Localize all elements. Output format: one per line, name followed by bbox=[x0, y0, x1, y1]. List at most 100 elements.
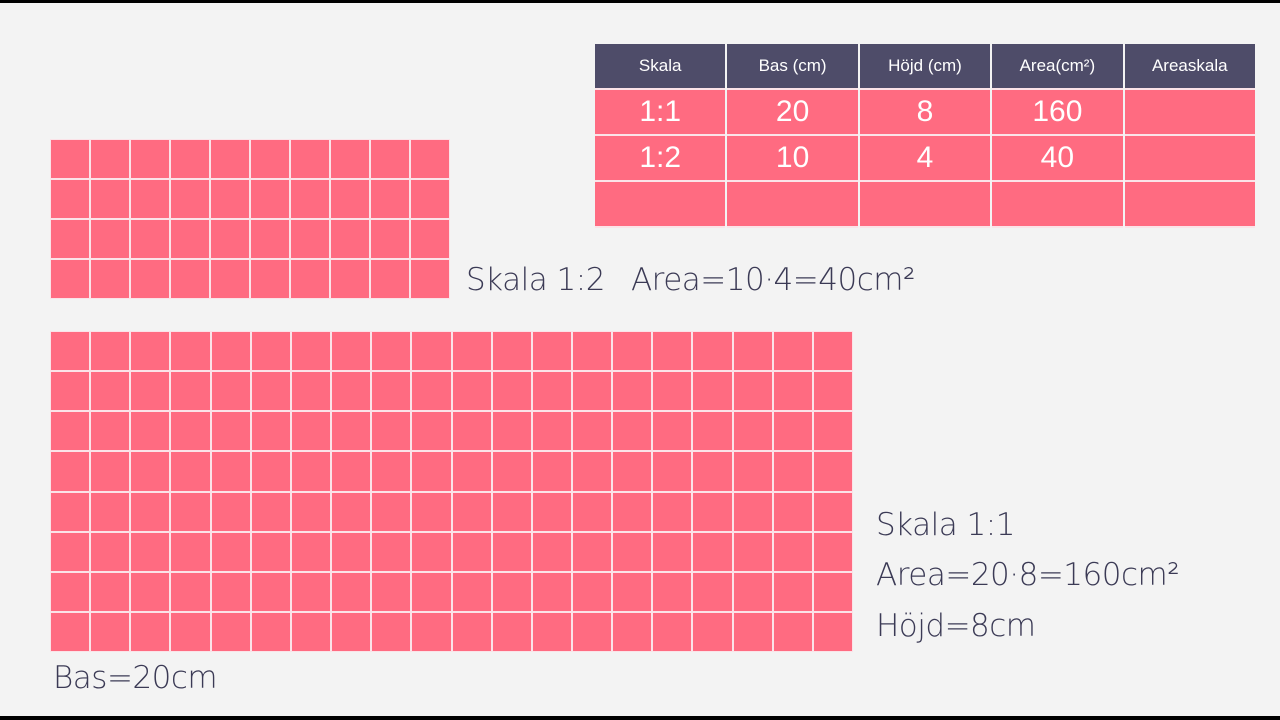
unit-square bbox=[171, 332, 210, 371]
unit-square bbox=[492, 372, 531, 411]
unit-square bbox=[371, 180, 409, 218]
unit-square bbox=[653, 572, 692, 611]
unit-square bbox=[532, 572, 571, 611]
unit-square bbox=[251, 412, 290, 451]
cell-area bbox=[992, 182, 1123, 228]
table-row: 1:2 10 4 40 bbox=[595, 136, 1255, 182]
unit-square bbox=[653, 612, 692, 651]
unit-square bbox=[733, 332, 772, 371]
unit-square bbox=[211, 180, 249, 218]
unit-square bbox=[813, 492, 852, 531]
unit-square bbox=[412, 532, 451, 571]
unit-square bbox=[693, 452, 732, 491]
unit-square bbox=[452, 492, 491, 531]
unit-square bbox=[452, 452, 491, 491]
unit-square bbox=[171, 260, 209, 298]
unit-square bbox=[251, 372, 290, 411]
unit-square bbox=[171, 452, 210, 491]
unit-square bbox=[51, 532, 90, 571]
unit-square bbox=[91, 452, 130, 491]
unit-square bbox=[211, 572, 250, 611]
unit-square bbox=[613, 492, 652, 531]
cell-areaskala bbox=[1124, 90, 1255, 136]
unit-square bbox=[332, 612, 371, 651]
cell-areaskala bbox=[1124, 136, 1255, 182]
unit-square bbox=[291, 220, 329, 258]
top-letterbox-bar bbox=[0, 0, 1280, 3]
unit-square bbox=[492, 492, 531, 531]
small-scale-label: Skala 1:2 bbox=[466, 262, 605, 298]
unit-square bbox=[613, 612, 652, 651]
unit-square bbox=[332, 452, 371, 491]
cell-bas bbox=[727, 182, 858, 228]
unit-square bbox=[171, 140, 209, 178]
unit-square bbox=[51, 572, 90, 611]
cell-bas: 20 bbox=[727, 90, 858, 136]
unit-square bbox=[653, 372, 692, 411]
unit-square bbox=[331, 260, 369, 298]
unit-square bbox=[372, 372, 411, 411]
unit-square bbox=[211, 412, 250, 451]
unit-square bbox=[291, 260, 329, 298]
unit-square bbox=[492, 612, 531, 651]
unit-square bbox=[452, 572, 491, 611]
unit-square bbox=[653, 492, 692, 531]
unit-square bbox=[131, 180, 169, 218]
unit-square bbox=[131, 412, 170, 451]
unit-square bbox=[733, 532, 772, 571]
unit-square bbox=[91, 372, 130, 411]
unit-square bbox=[532, 412, 571, 451]
unit-square bbox=[91, 612, 130, 651]
unit-square bbox=[251, 532, 290, 571]
unit-square bbox=[412, 332, 451, 371]
unit-square bbox=[411, 140, 449, 178]
unit-square bbox=[171, 612, 210, 651]
unit-square bbox=[813, 372, 852, 411]
unit-square bbox=[131, 260, 169, 298]
unit-square bbox=[572, 372, 612, 411]
unit-square bbox=[51, 220, 89, 258]
large-area-label: Area=20·8=160cm² bbox=[876, 557, 1180, 593]
unit-square bbox=[492, 532, 531, 571]
unit-square bbox=[411, 220, 449, 258]
unit-square bbox=[211, 492, 250, 531]
unit-square bbox=[693, 332, 732, 371]
cell-hojd: 4 bbox=[859, 136, 991, 182]
unit-square bbox=[532, 612, 571, 651]
unit-square bbox=[131, 220, 169, 258]
unit-square bbox=[291, 492, 331, 531]
bottom-letterbox-bar bbox=[0, 716, 1280, 720]
large-base-label: Bas=20cm bbox=[53, 660, 218, 696]
unit-square bbox=[171, 372, 210, 411]
unit-square bbox=[251, 332, 290, 371]
unit-square bbox=[572, 332, 612, 371]
unit-square bbox=[653, 532, 692, 571]
unit-square bbox=[211, 612, 250, 651]
unit-square bbox=[131, 572, 170, 611]
unit-square bbox=[773, 532, 812, 571]
unit-square bbox=[733, 372, 772, 411]
unit-square bbox=[693, 412, 732, 451]
unit-square bbox=[211, 260, 249, 298]
unit-square bbox=[372, 452, 411, 491]
cell-skala: 1:1 bbox=[595, 90, 726, 136]
unit-square bbox=[452, 532, 491, 571]
unit-square bbox=[613, 372, 652, 411]
cell-skala bbox=[595, 182, 726, 228]
unit-square bbox=[171, 532, 210, 571]
unit-square bbox=[572, 492, 612, 531]
unit-square bbox=[291, 140, 329, 178]
unit-square bbox=[211, 140, 249, 178]
unit-square bbox=[733, 572, 772, 611]
unit-square bbox=[291, 332, 331, 371]
unit-square bbox=[211, 372, 250, 411]
unit-square bbox=[572, 612, 612, 651]
unit-square bbox=[171, 180, 209, 218]
unit-square bbox=[813, 532, 852, 571]
unit-square bbox=[131, 140, 169, 178]
unit-square bbox=[251, 260, 289, 298]
unit-square bbox=[372, 612, 411, 651]
unit-square bbox=[613, 452, 652, 491]
cell-hojd: 8 bbox=[859, 90, 991, 136]
unit-square bbox=[452, 612, 491, 651]
